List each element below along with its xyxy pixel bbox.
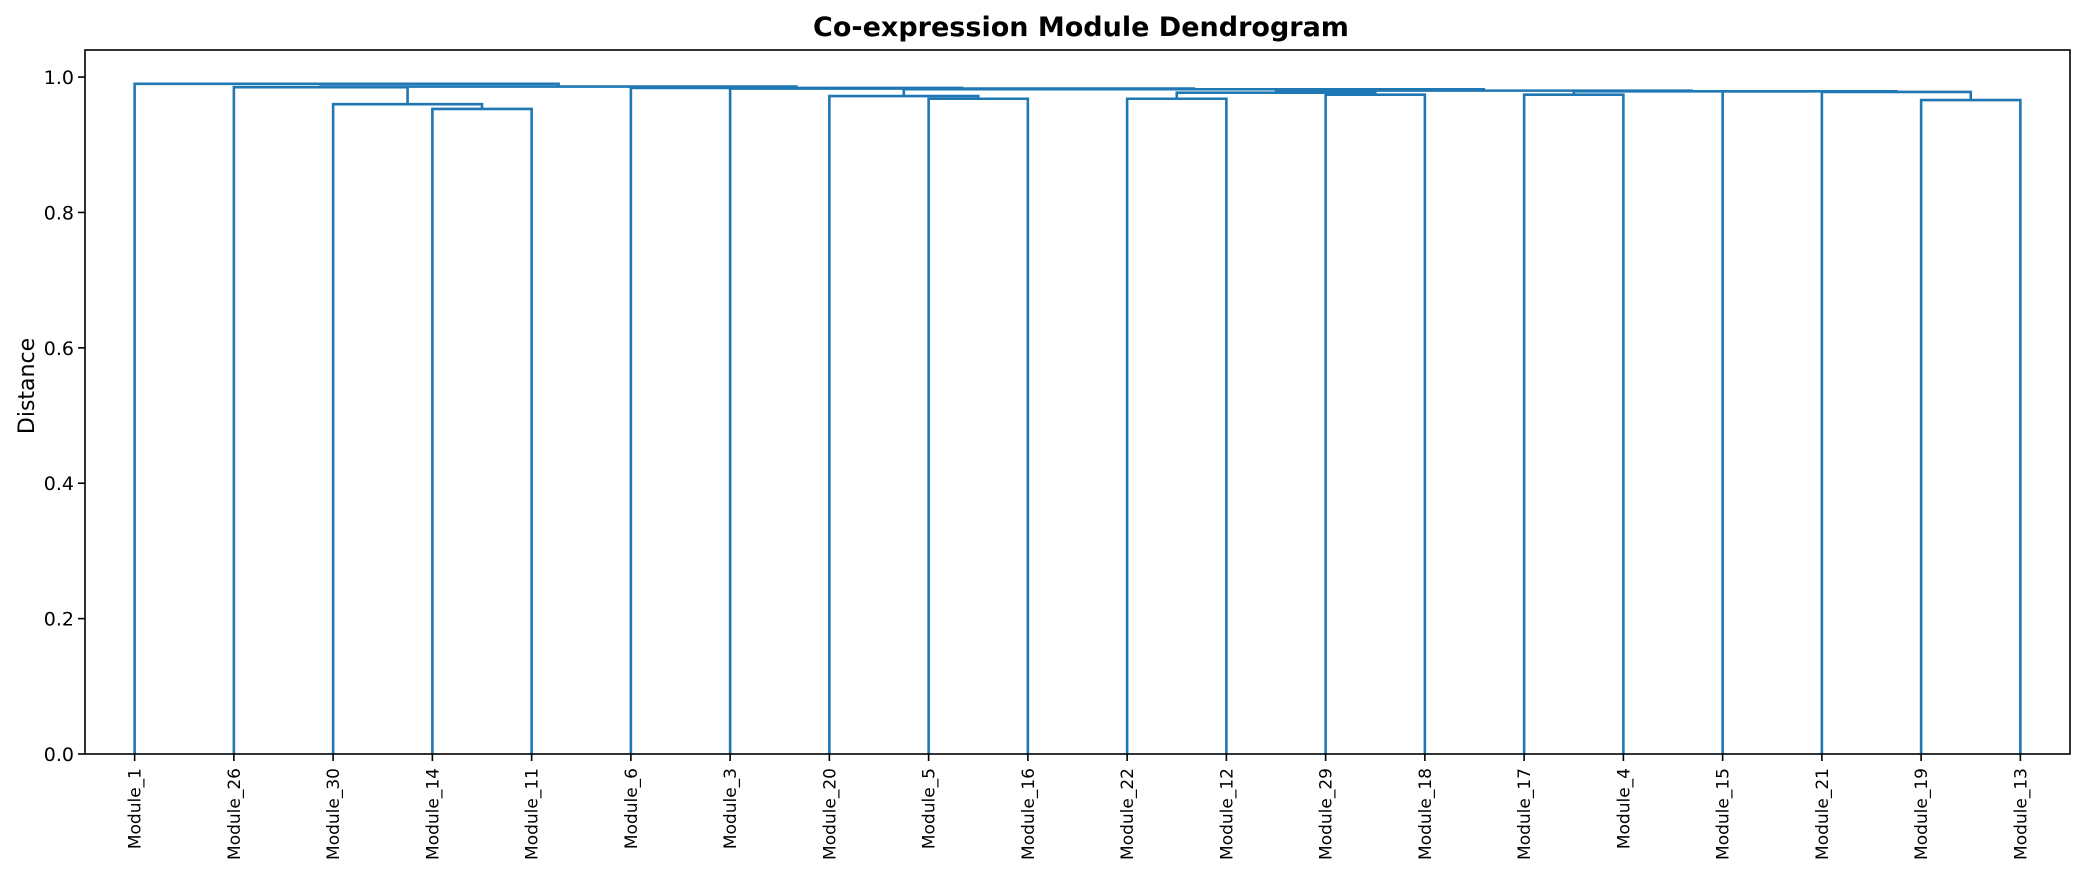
- y-tick-label: 0.6: [44, 338, 74, 360]
- dendrogram-link: [1522, 93, 1625, 754]
- dendrogram-link: [927, 97, 1030, 754]
- dendrogram-link: [1919, 98, 2022, 754]
- y-tick-label: 0.0: [44, 744, 74, 766]
- leaf-label: Module_3: [721, 768, 741, 849]
- chart-title: Co-expression Module Dendrogram: [813, 12, 1349, 43]
- leaf-label: Module_4: [1614, 768, 1634, 849]
- dendrogram-link: [828, 94, 980, 754]
- dendrogram-link: [232, 85, 409, 754]
- leaf-label: Module_20: [820, 768, 840, 860]
- leaf-label: Module_29: [1317, 768, 1337, 860]
- dendrogram-link: [319, 85, 798, 88]
- y-axis-label: Distance: [15, 338, 40, 434]
- leaf-label: Module_11: [523, 768, 543, 860]
- leaf-label: Module_17: [1515, 768, 1535, 860]
- dendrogram-link: [133, 82, 560, 754]
- dendrogram-links: [133, 82, 2022, 754]
- leaf-label: Module_22: [1118, 768, 1138, 860]
- leaf-label: Module_1: [126, 768, 146, 849]
- dendrogram-link: [331, 102, 484, 754]
- leaf-label: Module_13: [2011, 768, 2031, 860]
- leaf-label: Module_16: [1019, 768, 1039, 860]
- dendrogram-link: [1721, 89, 1898, 754]
- leaf-label: Module_30: [324, 768, 344, 860]
- dendrogram-link: [1324, 93, 1427, 754]
- leaf-label: Module_5: [920, 768, 940, 849]
- dendrogram-link: [1125, 97, 1228, 754]
- dendrogram-link: [1820, 90, 1973, 754]
- leaf-label: Module_15: [1714, 768, 1734, 860]
- y-tick-label: 0.4: [44, 473, 74, 495]
- y-axis-ticks: 0.0 0.2 0.4 0.6 0.8 1.0: [44, 67, 85, 766]
- dendrogram-link: [728, 87, 1196, 754]
- leaf-label: Module_14: [423, 768, 443, 860]
- leaf-label: Module_12: [1217, 768, 1237, 860]
- leaf-label: Module_26: [225, 768, 245, 860]
- leaf-label: Module_21: [1813, 768, 1833, 860]
- leaf-label: Module_19: [1912, 768, 1932, 860]
- dendrogram-link: [629, 86, 964, 754]
- y-tick-label: 1.0: [44, 67, 74, 89]
- plot-frame: [84, 49, 2071, 755]
- leaf-label: Module_6: [622, 768, 642, 849]
- leaf-label: Module_18: [1416, 768, 1436, 860]
- y-tick-label: 0.8: [44, 202, 74, 224]
- y-tick-label: 0.2: [44, 609, 74, 631]
- dendrogram-link: [431, 107, 533, 754]
- dendrogram-link: [1175, 91, 1377, 99]
- dendrogram-link: [1274, 89, 1693, 93]
- x-axis-ticks: Module_1 Module_26 Module_30 Module_14 Modul…: [126, 754, 2031, 860]
